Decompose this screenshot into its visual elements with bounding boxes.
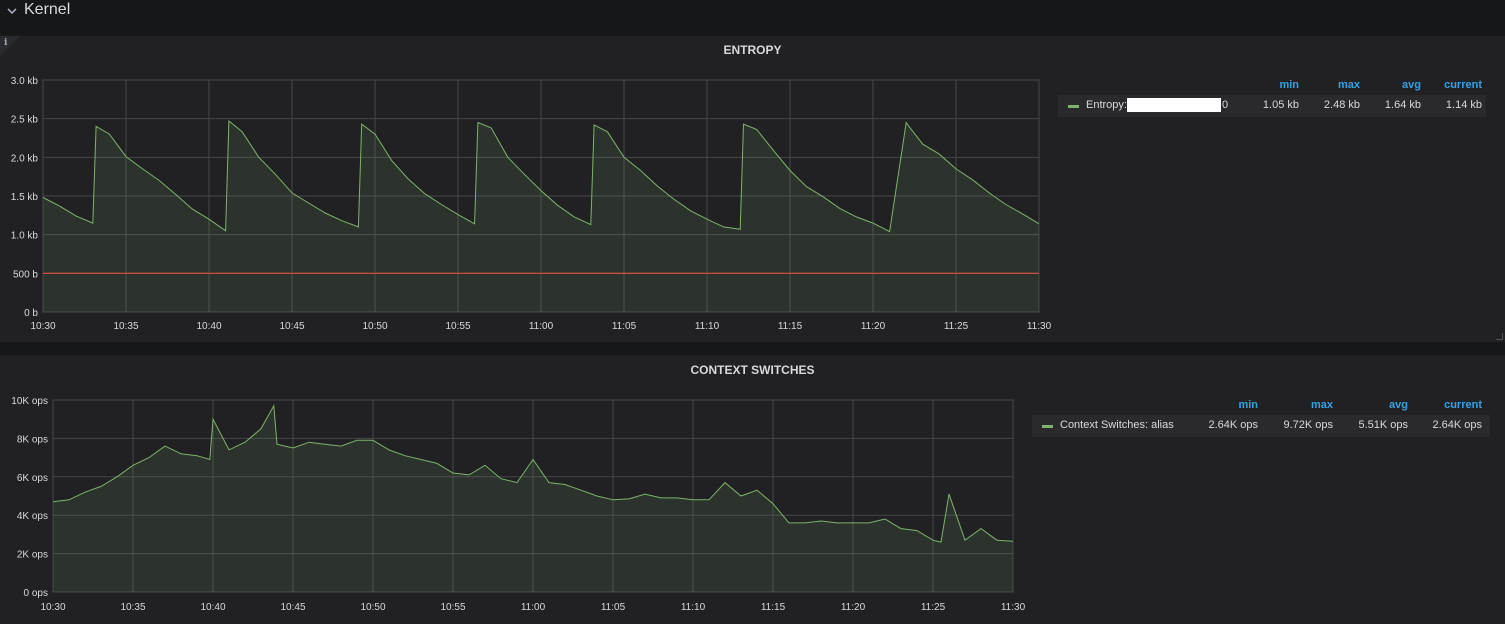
- series-area: [43, 121, 1039, 312]
- series-color-swatch[interactable]: [1068, 105, 1079, 108]
- y-tick-label: 1.0 kb: [11, 231, 39, 242]
- x-tick-label: 10:55: [445, 321, 470, 332]
- y-tick-label: 8K ops: [17, 434, 48, 445]
- context-switches-legend: min max avg current Context Switches: al…: [1032, 399, 1492, 439]
- legend-header-max[interactable]: max: [1310, 399, 1333, 411]
- legend-value-max: 2.48 kb: [1323, 99, 1360, 111]
- x-tick-label: 11:25: [944, 321, 969, 332]
- redacted-label: [1127, 98, 1221, 112]
- legend-series-name[interactable]: Entropy:: [1086, 99, 1127, 111]
- legend-header-min[interactable]: min: [1238, 399, 1258, 411]
- entropy-panel: i ENTROPY 0 b 500 b 1.0 kb 1.5 kb 2.0 kb 2.5 …: [0, 36, 1505, 342]
- panel-title[interactable]: ENTROPY: [723, 43, 782, 57]
- panel-resize-handle[interactable]: [1496, 333, 1503, 340]
- y-tick-label: 0 b: [24, 308, 38, 319]
- x-tick-label: 11:15: [761, 602, 786, 613]
- legend-value-avg: 5.51K ops: [1358, 419, 1408, 431]
- row-title: Kernel: [24, 1, 71, 18]
- y-tick-label: 2.5 kb: [11, 115, 39, 126]
- y-tick-label: 3.0 kb: [11, 76, 39, 87]
- x-tick-label: 11:20: [861, 321, 886, 332]
- x-tick-label: 10:40: [196, 321, 221, 332]
- legend-header-min[interactable]: min: [1279, 79, 1299, 91]
- legend-header-max[interactable]: max: [1337, 79, 1360, 91]
- x-tick-label: 11:15: [778, 321, 803, 332]
- legend-series-row[interactable]: Entropy: 0 1.05 kb 2.48 kb 1.64 kb 1.14 …: [1058, 95, 1486, 117]
- y-tick-label: 10K ops: [11, 396, 48, 407]
- x-tick-label: 11:30: [1027, 321, 1052, 332]
- x-tick-label: 11:05: [601, 602, 626, 613]
- legend-header-avg[interactable]: avg: [1402, 79, 1421, 91]
- x-tick-label: 10:35: [120, 602, 145, 613]
- x-tick-label: 11:25: [921, 602, 946, 613]
- series-color-swatch[interactable]: [1042, 425, 1053, 428]
- x-tick-label: 10:35: [113, 321, 138, 332]
- x-tick-label: 11:00: [529, 321, 554, 332]
- entropy-chart[interactable]: 0 b 500 b 1.0 kb 1.5 kb 2.0 kb 2.5 kb 3.0 kb 10…: [0, 36, 1060, 336]
- x-tick-label: 10:50: [362, 321, 387, 332]
- legend-series-name[interactable]: Context Switches: alias: [1060, 419, 1174, 431]
- x-tick-label: 10:45: [279, 321, 304, 332]
- legend-series-row[interactable]: Context Switches: alias 2.64K ops 9.72K …: [1032, 415, 1490, 437]
- y-tick-label: 500 b: [13, 269, 38, 280]
- legend-header-current[interactable]: current: [1444, 399, 1482, 411]
- series-area: [53, 405, 1013, 592]
- legend-value-min: 2.64K ops: [1208, 419, 1258, 431]
- legend-value-current: 1.14 kb: [1445, 99, 1482, 111]
- info-corner[interactable]: [0, 36, 20, 56]
- x-tick-label: 10:50: [360, 602, 385, 613]
- x-tick-label: 11:10: [681, 602, 706, 613]
- legend-series-suffix: 0: [1222, 99, 1229, 111]
- x-tick-label: 10:30: [40, 602, 65, 613]
- series-line: [42, 119, 1040, 233]
- legend-value-current: 2.64K ops: [1432, 419, 1482, 431]
- x-tick-label: 10:55: [440, 602, 465, 613]
- info-icon[interactable]: i: [4, 38, 8, 48]
- chevron-down-icon[interactable]: [6, 5, 18, 17]
- plot-border: [42, 79, 1040, 313]
- legend-value-max: 9.72K ops: [1283, 419, 1333, 431]
- row-header-kernel[interactable]: Kernel: [0, 0, 1505, 28]
- series-line: [52, 404, 1014, 543]
- context-switches-panel: CONTEXT SWITCHES 0 ops 2K ops 4K ops 6K ops…: [0, 355, 1505, 624]
- plot-border: [52, 399, 1014, 593]
- x-tick-label: 10:45: [280, 602, 305, 613]
- x-tick-label: 11:20: [841, 602, 866, 613]
- x-tick-label: 10:30: [30, 321, 55, 332]
- x-tick-label: 11:30: [1001, 602, 1026, 613]
- y-tick-label: 4K ops: [17, 511, 48, 522]
- y-tick-label: 0 ops: [24, 588, 48, 599]
- x-tick-label: 11:05: [612, 321, 637, 332]
- y-tick-label: 2K ops: [17, 550, 48, 561]
- entropy-legend: min max avg current Entropy: 0 1.05 kb 2…: [1058, 79, 1490, 119]
- panel-title[interactable]: CONTEXT SWITCHES: [690, 363, 815, 377]
- legend-value-avg: 1.64 kb: [1384, 99, 1421, 111]
- x-tick-label: 10:40: [200, 602, 225, 613]
- y-tick-label: 2.0 kb: [11, 153, 39, 164]
- y-tick-label: 1.5 kb: [11, 192, 39, 203]
- legend-value-min: 1.05 kb: [1262, 99, 1299, 111]
- legend-header-current[interactable]: current: [1444, 79, 1482, 91]
- x-tick-label: 11:00: [521, 602, 546, 613]
- context-switches-chart[interactable]: 0 ops 2K ops 4K ops 6K ops 8K ops 10K ops 10:3…: [0, 355, 1030, 624]
- x-tick-label: 11:10: [695, 321, 720, 332]
- legend-header-avg[interactable]: avg: [1389, 399, 1408, 411]
- y-tick-label: 6K ops: [17, 473, 48, 484]
